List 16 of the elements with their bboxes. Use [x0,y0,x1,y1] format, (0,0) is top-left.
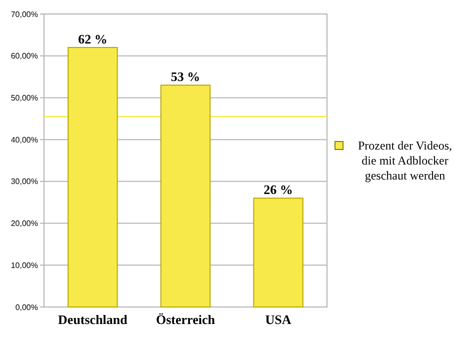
data-label: 62 % [78,31,108,46]
x-tick-label: Österreich [156,312,216,327]
y-tick-label: 70,00% [10,10,38,19]
y-tick-label: 30,00% [10,177,38,186]
y-tick-label: 60,00% [10,52,38,61]
data-label: 26 % [264,182,293,198]
bar [253,198,304,308]
y-tick-label: 0,00% [15,302,38,312]
y-tick-label: 40,00% [10,135,38,144]
x-tick-label: Deutschland [58,312,128,327]
legend-label: Prozent der Videos, die mit Adblocker geschaut werden [358,138,452,182]
x-tick-label: USA [265,312,292,327]
y-tick-label: 10,00% [10,260,38,270]
data-label: 53 % [170,69,200,84]
y-tick-label: 20,00% [10,219,38,228]
y-tick-label: 50,00% [10,94,38,103]
